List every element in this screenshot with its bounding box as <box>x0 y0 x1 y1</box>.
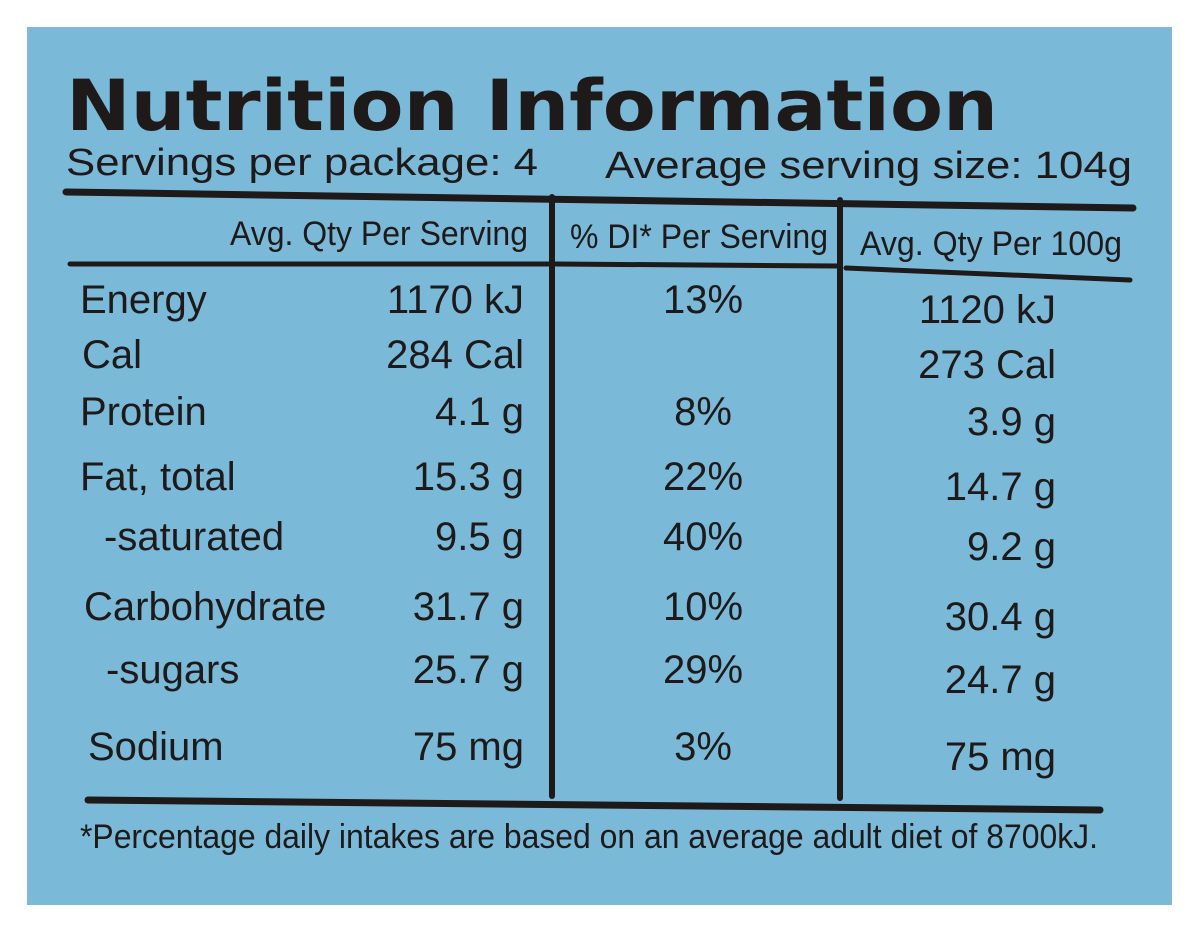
qty-per-100g: 30.4 g <box>945 595 1056 639</box>
header-rule <box>553 261 841 269</box>
column-header: Avg. Qty Per Serving <box>230 215 528 253</box>
servings: Servings per package: 4 <box>66 142 538 184</box>
qty-per-serving: 31.7 g <box>413 585 524 629</box>
qty-per-serving: 4.1 g <box>435 390 524 434</box>
row-label: Fat, total <box>80 455 236 499</box>
row-label: -sugars <box>106 648 239 692</box>
qty-per-serving: 25.7 g <box>413 648 524 692</box>
qty-per-serving: 75 mg <box>413 725 524 769</box>
qty-per-serving: 1170 kJ <box>387 278 524 322</box>
label-background <box>27 27 1172 905</box>
row-label: Protein <box>80 390 207 434</box>
qty-per-100g: 273 Cal <box>918 343 1056 387</box>
qty-per-serving: 9.5 g <box>435 515 524 559</box>
title: Nutrition Information <box>66 65 998 147</box>
row-label: Cal <box>82 333 142 377</box>
footnote: *Percentage daily intakes are based on a… <box>80 818 1098 856</box>
qty-per-100g: 14.7 g <box>945 465 1056 509</box>
di-per-serving: 3% <box>674 725 732 769</box>
di-per-serving: 40% <box>663 515 743 559</box>
header-rule <box>843 265 1133 283</box>
column-header: Avg. Qty Per 100g <box>860 225 1122 263</box>
di-per-serving: 22% <box>663 455 743 499</box>
bottom-rule <box>84 796 1104 814</box>
di-per-serving: 8% <box>674 390 732 434</box>
qty-per-100g: 3.9 g <box>967 400 1056 444</box>
qty-per-serving: 284 Cal <box>386 333 524 377</box>
di-per-serving: 10% <box>663 585 743 629</box>
di-per-serving: 13% <box>663 278 743 322</box>
qty-per-100g: 1120 kJ <box>919 288 1056 332</box>
qty-per-100g: 9.2 g <box>967 525 1056 569</box>
column-header: % DI* Per Serving <box>570 218 828 256</box>
row-label: Carbohydrate <box>84 585 326 629</box>
serving-size: Average serving size: 104g <box>605 145 1132 187</box>
row-label: -saturated <box>104 515 284 559</box>
qty-per-serving: 15.3 g <box>413 455 524 499</box>
qty-per-100g: 75 mg <box>945 735 1056 779</box>
qty-per-100g: 24.7 g <box>945 658 1056 702</box>
row-label: Sodium <box>88 725 224 769</box>
top-rule <box>62 188 1137 212</box>
row-label: Energy <box>80 278 207 322</box>
di-per-serving: 29% <box>663 648 743 692</box>
